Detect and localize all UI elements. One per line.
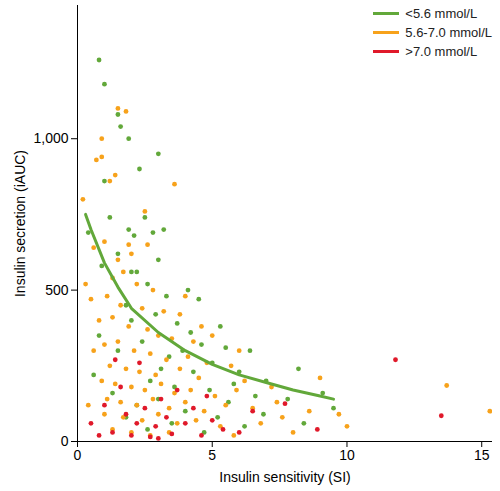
html-text:<5.6 mmol/L: <5.6 mmol/L [405,6,478,21]
svg-text:5: 5 [208,447,216,463]
svg-text:0: 0 [74,447,82,463]
svg-text:500: 500 [45,282,69,298]
svg-text:1,000: 1,000 [33,130,68,146]
svg-text:Insulin secretion (iAUC): Insulin secretion (iAUC) [12,150,28,297]
svg-text:Insulin sensitivity (SI): Insulin sensitivity (SI) [219,469,350,485]
html-text:>7.0 mmol/L: >7.0 mmol/L [405,44,478,59]
html-text:5.6-7.0 mmol/L: 5.6-7.0 mmol/L [405,25,492,40]
svg-text:0: 0 [61,433,69,449]
svg-text:10: 10 [339,447,355,463]
svg-text:15: 15 [474,447,490,463]
